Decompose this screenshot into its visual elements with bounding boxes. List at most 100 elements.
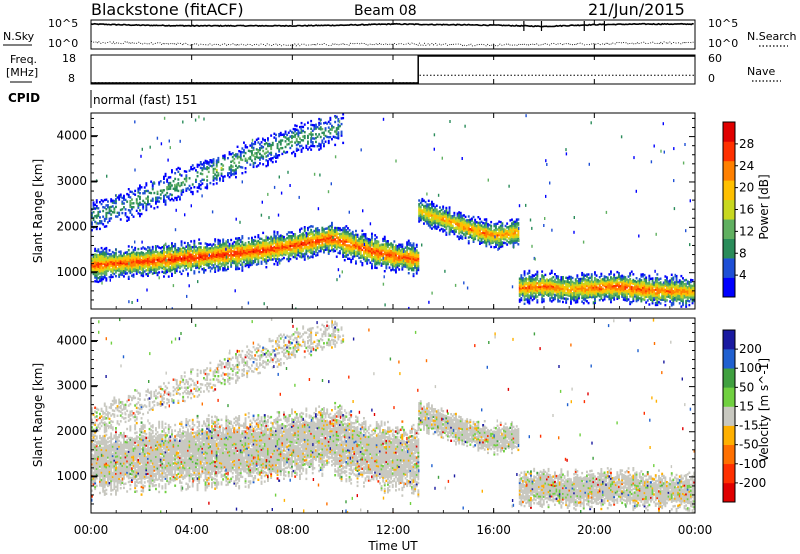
heatmap-cell	[222, 168, 225, 171]
heatmap-cell	[380, 251, 383, 254]
heatmap-cell	[223, 269, 226, 272]
heatmap-cell	[230, 166, 233, 169]
heatmap-cell	[693, 284, 695, 287]
heatmap-cell	[193, 243, 196, 246]
heatmap-cell	[431, 208, 433, 211]
heatmap-cell	[691, 292, 694, 295]
heatmap-cell	[118, 273, 121, 276]
heatmap-cell	[374, 243, 377, 247]
heatmap-cell	[602, 281, 604, 285]
heatmap-cell	[356, 239, 359, 242]
heatmap-cell	[243, 247, 245, 250]
heatmap-cell	[479, 217, 481, 221]
heatmap-cell	[257, 257, 260, 260]
heatmap-cell	[204, 159, 207, 163]
heatmap-cell	[121, 271, 124, 275]
heatmap-cell	[511, 237, 513, 240]
heatmap-cell	[464, 236, 467, 240]
heatmap-cell	[215, 178, 218, 181]
heatmap-cell	[132, 250, 135, 254]
heatmap-cell	[685, 278, 688, 282]
heatmap-cell	[412, 242, 415, 245]
heatmap-cell	[159, 247, 162, 250]
heatmap-cell	[653, 289, 656, 292]
heatmap-cell	[342, 228, 345, 232]
heatmap-cell	[169, 187, 172, 190]
heatmap-cell	[220, 257, 223, 260]
heatmap-cell	[92, 272, 95, 276]
heatmap-cell	[693, 297, 695, 301]
heatmap-cell	[581, 285, 584, 288]
heatmap-cell	[215, 182, 218, 185]
heatmap-cell	[618, 273, 620, 277]
heatmap-cell	[108, 255, 111, 258]
heatmap-cell	[203, 256, 205, 259]
heatmap-cell	[279, 240, 282, 243]
heatmap-cell	[541, 300, 544, 304]
heatmap-cell	[166, 259, 169, 262]
heatmap-cell	[403, 257, 405, 260]
heatmap-cell	[294, 240, 297, 244]
heatmap-cell	[431, 212, 433, 215]
heatmap-cell	[598, 276, 601, 279]
heatmap-cell	[570, 287, 572, 290]
heatmap-cell	[299, 236, 301, 239]
heatmap-cell	[95, 201, 98, 204]
heatmap-cell	[231, 173, 234, 176]
heatmap-cell	[345, 246, 348, 249]
heatmap-cell	[238, 248, 241, 251]
heatmap-cell	[401, 253, 404, 256]
heatmap-cell	[129, 262, 132, 265]
heatmap-cell	[166, 264, 169, 268]
heatmap-cell	[244, 243, 247, 247]
heatmap-cell	[471, 219, 473, 222]
heatmap-cell	[127, 218, 130, 221]
heatmap-cell	[487, 232, 489, 235]
heatmap-cell	[664, 281, 667, 284]
heatmap-cell	[195, 260, 197, 264]
heatmap-cell	[423, 216, 425, 219]
heatmap-cell	[148, 246, 151, 249]
heatmap-cell	[456, 212, 459, 215]
heatmap-cell	[243, 258, 245, 262]
heatmap-cell	[600, 293, 603, 297]
heatmap-cell	[662, 281, 665, 284]
heatmap-cell	[463, 218, 465, 221]
heatmap-cell	[579, 287, 582, 290]
heatmap-cell	[458, 222, 461, 225]
heatmap-cell	[131, 257, 133, 260]
heatmap-cell	[426, 216, 429, 219]
heatmap-cell	[299, 243, 301, 247]
heatmap-cell	[183, 177, 186, 181]
heatmap-cell	[635, 282, 638, 286]
heatmap-cell	[626, 284, 628, 287]
heatmap-cell	[236, 248, 239, 252]
heatmap-cell	[311, 244, 314, 247]
heatmap-cell	[382, 249, 385, 252]
heatmap-cell	[295, 242, 298, 245]
heatmap-cell	[287, 252, 290, 255]
heatmap-cell	[303, 227, 306, 231]
heatmap-cell	[275, 242, 277, 246]
heatmap-cell	[214, 173, 217, 176]
heatmap-cell	[337, 228, 340, 232]
heatmap-cell	[123, 206, 125, 209]
heatmap-cell	[407, 260, 410, 263]
heatmap-cell	[135, 266, 138, 270]
heatmap-cell	[595, 295, 598, 298]
heatmap-cell	[682, 294, 684, 297]
heatmap-cell	[490, 226, 493, 229]
heatmap-cell	[251, 250, 253, 253]
heatmap-cell	[466, 224, 469, 228]
heatmap-cell	[331, 242, 333, 246]
heatmap-cell	[212, 266, 215, 269]
heatmap-cell	[198, 253, 201, 257]
heatmap-cell	[311, 234, 314, 238]
heatmap-cell	[461, 214, 464, 217]
heatmap-cell	[597, 282, 600, 286]
heatmap-cell	[576, 274, 579, 277]
heatmap-cell	[442, 224, 445, 227]
nsearch-tick-top: 10^5	[708, 17, 739, 30]
heatmap-cell	[230, 254, 233, 257]
heatmap-cell	[255, 248, 258, 251]
